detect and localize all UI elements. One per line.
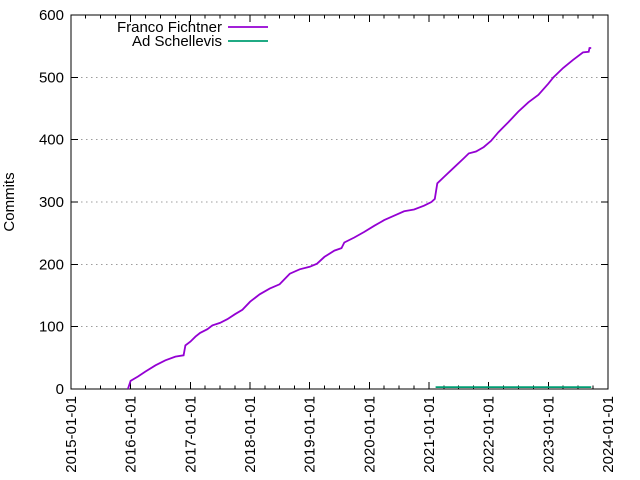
y-tick-label: 300 (39, 194, 64, 211)
x-tick-label: 2016-01-01 (123, 396, 140, 473)
legend-label-ad-schellevis: Ad Schellevis (132, 33, 222, 50)
y-tick-label: 400 (39, 132, 64, 149)
y-axis-label: Commits (1, 172, 18, 231)
y-tick-label: 0 (56, 381, 64, 398)
x-tick-label: 2019-01-01 (302, 396, 319, 473)
x-tick-label: 2021-01-01 (421, 396, 438, 473)
x-tick-label: 2017-01-01 (182, 396, 199, 473)
x-tick-label: 2022-01-01 (481, 396, 498, 473)
legend-label-franco-fichtner: Franco Fichtner (117, 19, 222, 36)
y-tick-label: 200 (39, 256, 64, 273)
x-tick-label: 2020-01-01 (361, 396, 378, 473)
series-line-franco-fichtner (127, 47, 592, 390)
x-tick-label: 2015-01-01 (63, 396, 80, 473)
x-tick-label: 2018-01-01 (242, 396, 259, 473)
y-tick-label: 600 (39, 7, 64, 24)
y-tick-label: 500 (39, 69, 64, 86)
x-tick-label: 2023-01-01 (540, 396, 557, 473)
y-tick-label: 100 (39, 319, 64, 336)
x-tick-label: 2024-01-01 (600, 396, 617, 473)
